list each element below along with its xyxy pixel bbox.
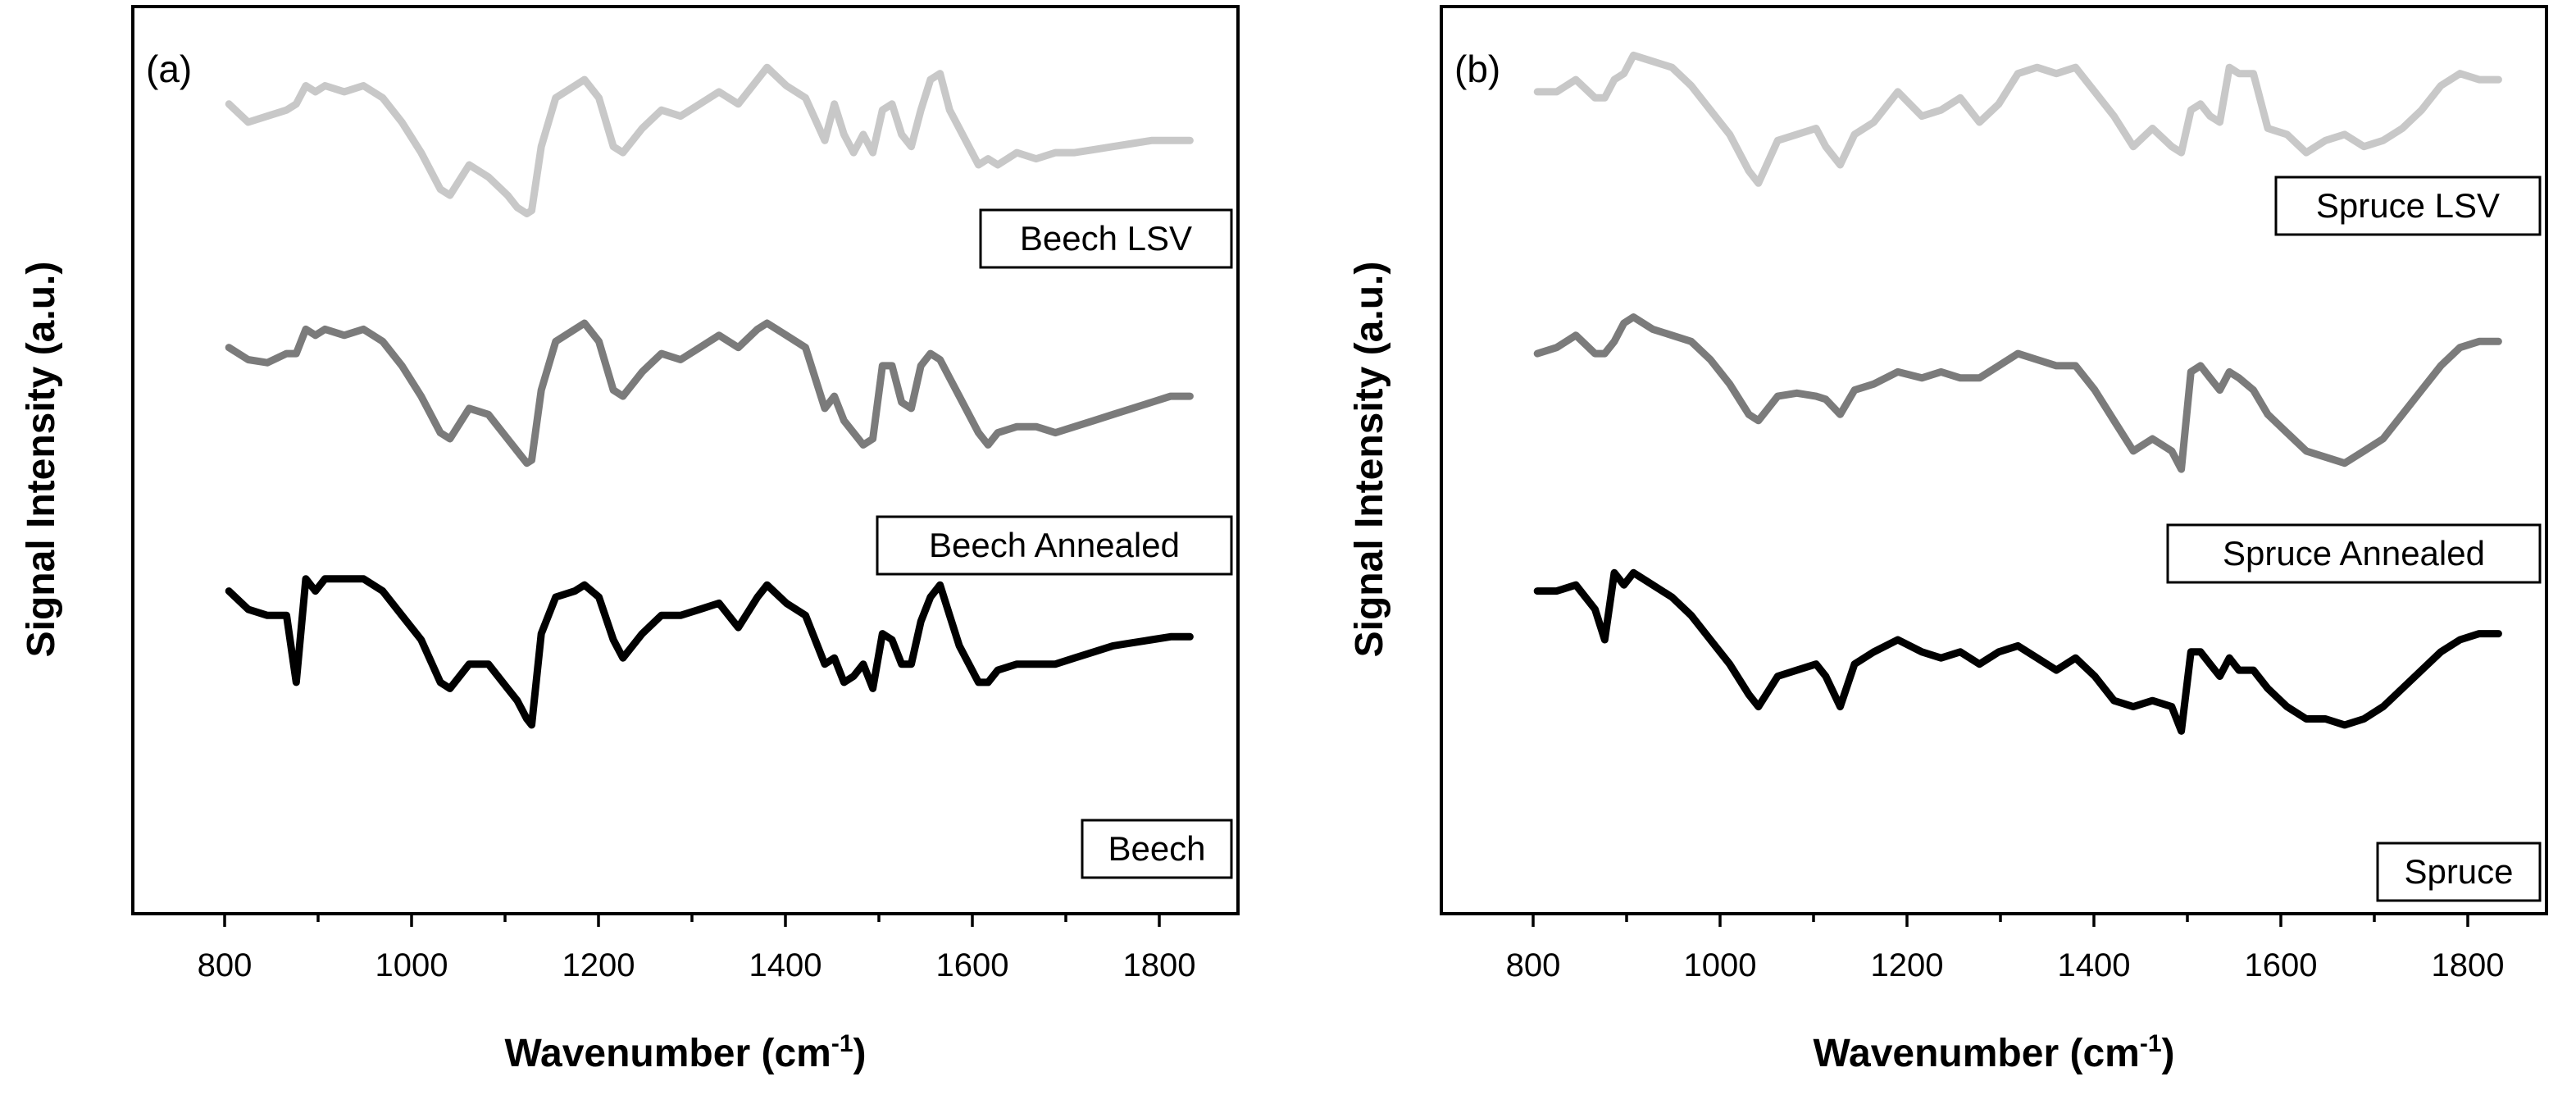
x-tick-label: 1200 (1871, 947, 1944, 983)
legend-text: Beech (1108, 829, 1205, 868)
x-axis-ticks (1531, 914, 2469, 927)
series-lines (225, 63, 1194, 729)
x-tick-label: 1400 (2058, 947, 2131, 983)
legend-box (979, 208, 1233, 269)
panel-label: (b) (1454, 48, 1500, 90)
legend-label-spruce: Spruce (2376, 842, 2542, 902)
x-tick-label: 800 (198, 947, 253, 983)
x-tick-label: 1200 (562, 947, 635, 983)
series-line-spruce-lsv (1533, 51, 2502, 187)
legend-box (2274, 176, 2542, 236)
x-axis-title-suffix: ) (2162, 1032, 2175, 1075)
x-axis-title-suffix: ) (853, 1032, 867, 1075)
series-line-beech (225, 575, 1194, 729)
x-axis-ticks (223, 914, 1161, 927)
legend-label-beech-annealed: Beech Annealed (876, 515, 1233, 576)
legend-box (1081, 819, 1233, 879)
x-tick-label: 1800 (2432, 947, 2505, 983)
series-line-beech-lsv (225, 63, 1194, 217)
series-lines (1533, 51, 2502, 735)
x-axis-tick-labels: 800 1000 1200 1400 1600 1800 (1506, 947, 2505, 983)
x-tick-label: 1600 (2245, 947, 2318, 983)
series-line-spruce (1533, 568, 2502, 735)
plot-frame (131, 5, 1240, 915)
legend-box (2166, 523, 2542, 584)
x-axis-title-exponent: -1 (2140, 1030, 2162, 1057)
legend-text: Spruce (2404, 852, 2513, 891)
x-tick-label: 1800 (1123, 947, 1196, 983)
x-axis-title-exponent: -1 (831, 1030, 853, 1057)
x-axis-title-main: Wavenumber (cm (505, 1032, 831, 1075)
x-tick-label: 1000 (375, 947, 448, 983)
legend-box (2376, 842, 2542, 902)
series-line-beech-annealed (225, 319, 1194, 468)
x-tick-label: 1600 (936, 947, 1009, 983)
legend-label-spruce-annealed: Spruce Annealed (2166, 523, 2542, 584)
x-tick-label: 800 (1506, 947, 1561, 983)
chart-panel-b: (b) 800 1000 1200 1400 1600 1800 Wavenum… (1348, 5, 2548, 1075)
panel-label: (a) (146, 48, 192, 90)
legend-text: Spruce Annealed (2223, 534, 2485, 573)
legend-text: Beech LSV (1020, 219, 1192, 258)
x-axis-title: Wavenumber (cm-1) (1814, 1030, 2175, 1075)
legend-label-beech: Beech (1081, 819, 1233, 879)
legend-text: Beech Annealed (929, 526, 1180, 564)
chart-panel-a: (a) 800 1000 1200 1400 1600 1800 Wavenum… (20, 5, 1240, 1075)
x-axis-tick-labels: 800 1000 1200 1400 1600 1800 (198, 947, 1196, 983)
x-axis-title: Wavenumber (cm-1) (505, 1030, 867, 1075)
legend-text: Spruce LSV (2316, 186, 2500, 225)
legend-box (876, 515, 1233, 576)
x-tick-label: 1000 (1684, 947, 1757, 983)
x-tick-label: 1400 (749, 947, 822, 983)
plot-frame (1440, 5, 2548, 915)
y-axis-title: Signal Intensity (a.u.) (1348, 262, 1391, 658)
x-axis-title-main: Wavenumber (cm (1814, 1032, 2140, 1075)
series-line-spruce-annealed (1533, 313, 2502, 473)
legend-label-beech-lsv: Beech LSV (979, 208, 1233, 269)
legend-label-spruce-lsv: Spruce LSV (2274, 176, 2542, 236)
y-axis-title: Signal Intensity (a.u.) (20, 262, 63, 658)
